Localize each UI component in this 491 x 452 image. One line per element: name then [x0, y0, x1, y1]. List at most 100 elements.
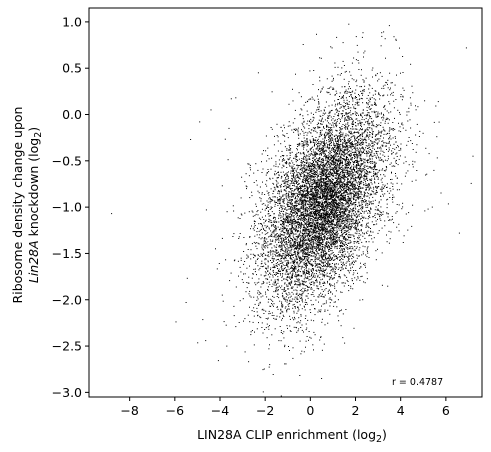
scatter-point: [270, 233, 272, 235]
scatter-point: [301, 236, 303, 238]
scatter-point: [360, 168, 362, 170]
scatter-point: [296, 262, 298, 264]
scatter-point: [295, 248, 297, 249]
scatter-point: [320, 209, 322, 210]
scatter-point: [287, 239, 289, 241]
scatter-point: [348, 221, 350, 223]
scatter-point: [343, 237, 345, 239]
scatter-point: [323, 191, 325, 193]
scatter-point: [291, 248, 293, 250]
scatter-point: [346, 127, 348, 129]
scatter-point: [300, 174, 301, 176]
scatter-point: [376, 223, 378, 225]
scatter-point: [279, 163, 281, 165]
scatter-point: [299, 304, 301, 306]
scatter-point: [326, 155, 328, 157]
scatter-point: [278, 199, 280, 201]
scatter-point: [281, 310, 283, 312]
scatter-point: [309, 162, 311, 164]
scatter-point: [317, 241, 318, 243]
scatter-point: [351, 211, 353, 213]
scatter-point: [318, 183, 320, 185]
scatter-point: [345, 89, 347, 91]
scatter-point: [303, 141, 305, 143]
scatter-point: [362, 182, 364, 184]
scatter-point: [347, 122, 349, 124]
scatter-point: [335, 222, 337, 224]
scatter-point: [362, 232, 363, 234]
scatter-point: [246, 254, 248, 256]
scatter-point: [380, 122, 382, 124]
scatter-point: [305, 189, 307, 191]
scatter-point: [368, 138, 370, 140]
scatter-point: [334, 161, 336, 163]
scatter-point: [336, 196, 338, 198]
scatter-point: [327, 235, 329, 237]
scatter-point: [286, 253, 288, 255]
scatter-point: [307, 114, 309, 116]
scatter-point: [340, 168, 342, 170]
scatter-point: [313, 139, 315, 141]
scatter-point: [291, 247, 293, 249]
scatter-point: [368, 186, 370, 188]
scatter-point: [387, 158, 389, 160]
scatter-point: [403, 162, 405, 164]
scatter-point: [265, 310, 267, 312]
scatter-point: [354, 183, 356, 185]
scatter-point: [278, 260, 280, 262]
scatter-point: [355, 270, 357, 271]
scatter-point: [392, 129, 394, 131]
scatter-point: [367, 104, 369, 106]
scatter-point: [284, 246, 286, 248]
scatter-point: [377, 175, 378, 177]
scatter-point: [319, 215, 321, 217]
scatter-point: [304, 272, 306, 274]
scatter-point: [346, 172, 348, 174]
scatter-point: [370, 230, 372, 232]
scatter-point: [354, 137, 355, 139]
scatter-point: [350, 218, 352, 220]
scatter-point: [296, 164, 298, 166]
scatter-point: [288, 252, 290, 254]
scatter-point: [328, 115, 330, 117]
scatter-point: [347, 248, 349, 250]
scatter-point: [321, 239, 323, 241]
scatter-point: [352, 97, 354, 99]
scatter-point: [294, 222, 296, 224]
scatter-point: [356, 177, 358, 179]
scatter-point: [302, 191, 304, 193]
scatter-point: [334, 148, 336, 150]
scatter-point: [358, 187, 360, 189]
scatter-point: [293, 254, 295, 255]
scatter-point: [288, 149, 290, 151]
scatter-point: [332, 192, 334, 194]
scatter-point: [329, 237, 331, 239]
scatter-point: [402, 206, 404, 208]
scatter-point: [310, 140, 311, 142]
scatter-point: [329, 283, 331, 285]
scatter-point: [378, 170, 380, 172]
scatter-point: [321, 273, 323, 275]
scatter-point: [296, 302, 298, 303]
scatter-point: [319, 239, 321, 241]
scatter-point: [334, 119, 336, 121]
scatter-point: [273, 260, 275, 262]
scatter-point: [241, 214, 243, 216]
scatter-point: [246, 282, 248, 283]
scatter-point: [308, 339, 309, 341]
scatter-point: [373, 172, 375, 174]
scatter-point: [358, 213, 360, 215]
scatter-point: [304, 241, 306, 243]
scatter-point: [347, 188, 349, 190]
scatter-point: [361, 209, 363, 211]
scatter-point: [356, 164, 358, 166]
scatter-point: [304, 264, 306, 266]
scatter-point: [332, 87, 334, 89]
scatter-point: [275, 228, 277, 230]
scatter-point: [292, 275, 293, 276]
scatter-point: [318, 226, 320, 228]
scatter-point: [286, 254, 288, 256]
scatter-point: [311, 248, 313, 250]
scatter-point: [325, 217, 327, 219]
scatter-point: [355, 165, 357, 167]
